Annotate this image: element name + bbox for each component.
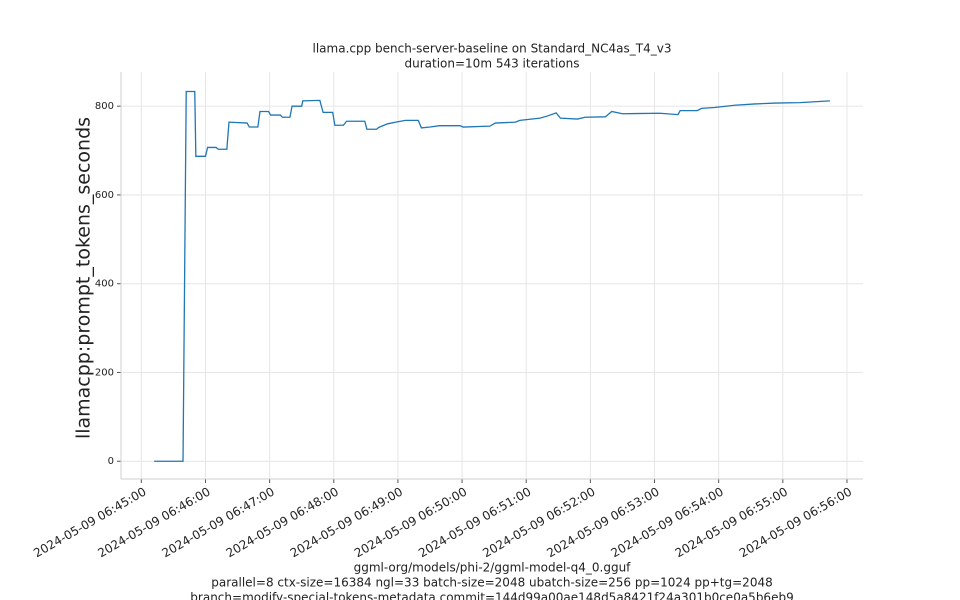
- x-tick-label: 2024-05-09 06:56:00: [737, 485, 854, 561]
- x-tick-label: 2024-05-09 06:45:00: [31, 485, 148, 561]
- chart-subtitle: duration=10m 543 iterations: [405, 57, 580, 71]
- y-tick-label: 0: [108, 456, 114, 467]
- x-tick-label: 2024-05-09 06:49:00: [288, 485, 405, 561]
- x-axis-label: parallel=8 ctx-size=16384 ngl=33 batch-s…: [211, 576, 772, 590]
- x-tick-label: 2024-05-09 06:47:00: [159, 485, 276, 561]
- x-axis-label: ggml-org/models/phi-2/ggml-model-q4_0.gg…: [354, 561, 632, 575]
- chart-title: llama.cpp bench-server-baseline on Stand…: [313, 42, 672, 56]
- y-tick-label: 400: [95, 279, 114, 290]
- y-tick-label: 600: [95, 190, 114, 201]
- x-tick-label: 2024-05-09 06:53:00: [544, 485, 661, 561]
- x-tick-label: 2024-05-09 06:48:00: [224, 485, 341, 561]
- y-tick-label: 800: [95, 101, 114, 112]
- y-tick-label: 200: [95, 367, 114, 378]
- x-tick-label: 2024-05-09 06:51:00: [416, 485, 533, 561]
- y-axis-label: llamacpp:prompt_tokens_seconds: [73, 117, 95, 439]
- x-tick-label: 2024-05-09 06:50:00: [352, 485, 469, 561]
- x-tick-label: 2024-05-09 06:55:00: [673, 485, 790, 561]
- x-tick-label: 2024-05-09 06:54:00: [609, 485, 726, 561]
- data-line: [154, 90, 830, 462]
- x-axis-label: branch=modify-special-tokens-metadata co…: [190, 591, 793, 600]
- x-tick-label: 2024-05-09 06:52:00: [480, 485, 597, 561]
- x-tick-label: 2024-05-09 06:46:00: [95, 485, 212, 561]
